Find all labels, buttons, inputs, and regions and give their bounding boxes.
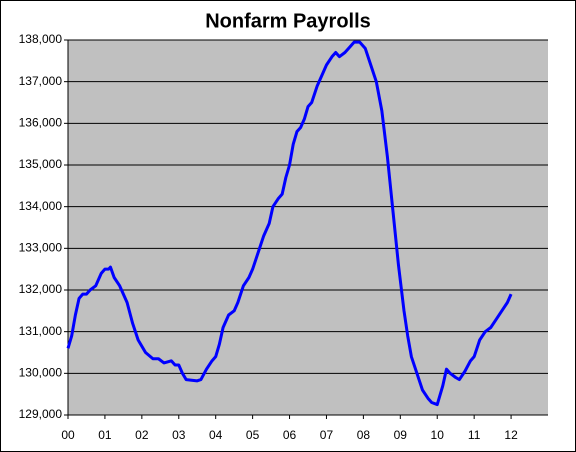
y-tick-label: 132,000 (19, 282, 63, 296)
y-tick-label: 130,000 (19, 366, 63, 380)
y-tick-label: 136,000 (19, 116, 63, 130)
x-tick-label: 06 (283, 428, 297, 442)
x-tick-label: 10 (431, 428, 445, 442)
y-tick-label: 133,000 (19, 241, 63, 255)
x-tick-label: 00 (61, 428, 75, 442)
y-tick-label: 138,000 (19, 32, 63, 46)
x-tick-label: 05 (246, 428, 260, 442)
y-tick-label: 137,000 (19, 74, 63, 88)
y-tick-label: 129,000 (19, 407, 63, 421)
plot-area (68, 40, 548, 415)
x-tick-label: 03 (172, 428, 186, 442)
y-tick-label: 134,000 (19, 199, 63, 213)
chart-title: Nonfarm Payrolls (205, 10, 371, 32)
data-line (66, 40, 513, 407)
x-tick-label: 07 (320, 428, 334, 442)
x-tick-label: 02 (135, 428, 149, 442)
x-tick-label: 01 (98, 428, 112, 442)
x-tick-label: 11 (468, 428, 481, 442)
x-tick-label: 12 (504, 428, 518, 442)
y-tick-label: 131,000 (19, 324, 63, 338)
x-tick-label: 09 (394, 428, 408, 442)
y-tick-label: 135,000 (19, 157, 63, 171)
x-tick-label: 04 (209, 428, 223, 442)
x-tick-label: 08 (357, 428, 371, 442)
